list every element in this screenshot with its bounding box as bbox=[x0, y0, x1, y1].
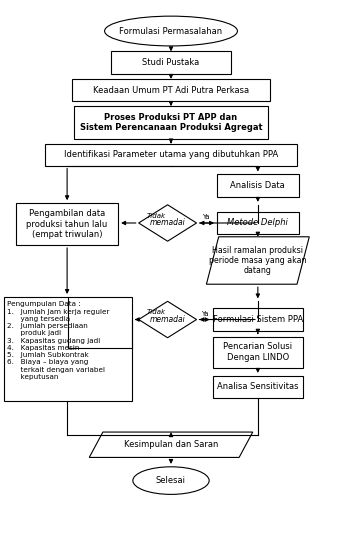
Bar bbox=[74, 106, 268, 139]
Bar bbox=[72, 79, 270, 101]
Text: Formulasi Permasalahan: Formulasi Permasalahan bbox=[119, 27, 223, 35]
Text: Identifikasi Parameter utama yang dibutuhkan PPA: Identifikasi Parameter utama yang dibutu… bbox=[64, 150, 278, 159]
Text: memadai: memadai bbox=[150, 315, 185, 324]
Ellipse shape bbox=[105, 16, 237, 46]
Polygon shape bbox=[139, 205, 197, 241]
Text: Metode Delphi: Metode Delphi bbox=[227, 218, 288, 227]
Bar bbox=[213, 376, 303, 398]
Bar bbox=[111, 51, 231, 74]
Bar bbox=[217, 174, 299, 196]
Bar bbox=[4, 297, 132, 400]
Text: Analisis Data: Analisis Data bbox=[231, 181, 285, 190]
Text: Studi Pustaka: Studi Pustaka bbox=[142, 58, 200, 67]
Bar bbox=[213, 337, 303, 368]
Text: Hasil ramalan produksi
periode masa yang akan
datang: Hasil ramalan produksi periode masa yang… bbox=[209, 246, 307, 275]
Polygon shape bbox=[89, 432, 253, 457]
Text: Tidak: Tidak bbox=[147, 213, 166, 219]
Polygon shape bbox=[207, 237, 309, 284]
Text: Ya: Ya bbox=[201, 311, 209, 317]
Text: Ya: Ya bbox=[202, 214, 210, 220]
Text: Pengambilan data
produksi tahun lalu
(empat triwulan): Pengambilan data produksi tahun lalu (em… bbox=[26, 209, 108, 239]
Text: Kesimpulan dan Saran: Kesimpulan dan Saran bbox=[124, 440, 218, 449]
Text: Proses Produksi PT APP dan
Sistem Perencanaan Produksi Agregat: Proses Produksi PT APP dan Sistem Perenc… bbox=[80, 113, 262, 132]
Bar bbox=[213, 309, 303, 331]
Bar bbox=[217, 212, 299, 234]
Text: memadai: memadai bbox=[150, 218, 185, 227]
Ellipse shape bbox=[133, 467, 209, 494]
Bar bbox=[16, 203, 118, 245]
Text: Formulasi Sistem PPA: Formulasi Sistem PPA bbox=[213, 315, 303, 324]
Text: Tidak: Tidak bbox=[147, 309, 166, 315]
Text: Analisa Sensitivitas: Analisa Sensitivitas bbox=[217, 382, 299, 392]
Text: Pengumpulan Data :
1.   Jumlah Jam kerja reguler
      yang tersedia
2.   Jumlah: Pengumpulan Data : 1. Jumlah Jam kerja r… bbox=[7, 301, 109, 380]
Text: Keadaan Umum PT Adi Putra Perkasa: Keadaan Umum PT Adi Putra Perkasa bbox=[93, 86, 249, 95]
Text: Selesai: Selesai bbox=[156, 476, 186, 485]
Bar bbox=[45, 144, 297, 166]
Polygon shape bbox=[139, 301, 197, 338]
Text: Pencarian Solusi
Dengan LINDO: Pencarian Solusi Dengan LINDO bbox=[223, 342, 292, 362]
